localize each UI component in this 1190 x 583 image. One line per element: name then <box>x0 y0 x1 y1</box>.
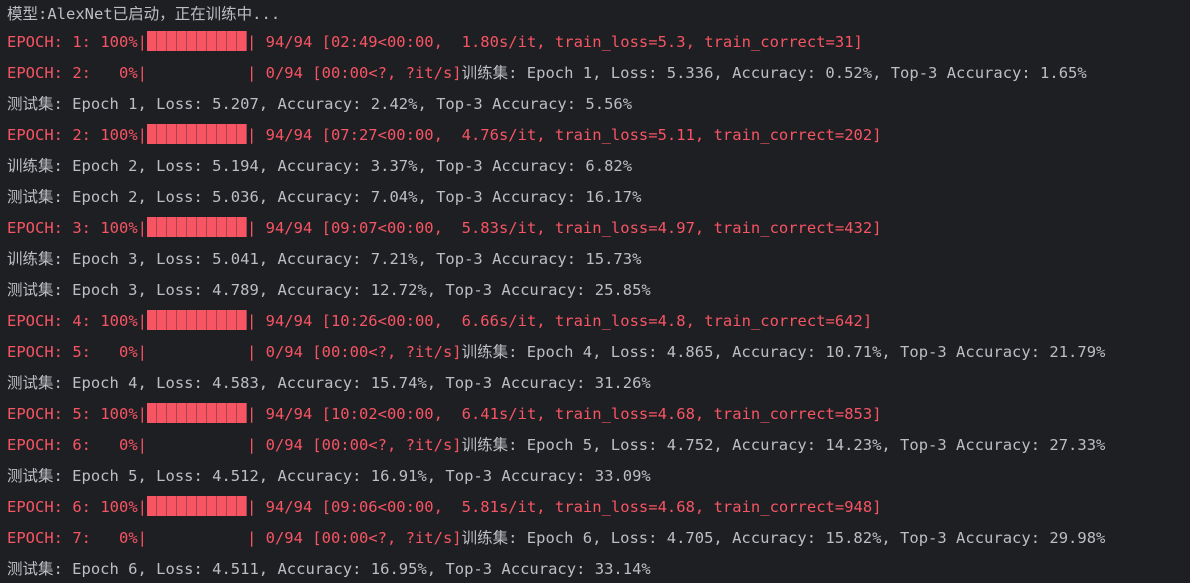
progress-prefix: EPOCH: 5: 100%| <box>7 405 147 423</box>
progress-bar <box>147 434 247 454</box>
progress-line: EPOCH: 5: 0%| | 0/94 [00:00<?, ?it/s]训练集:… <box>7 340 1190 371</box>
train-result-line: 训练集: Epoch 3, Loss: 5.041, Accuracy: 7.2… <box>7 250 642 268</box>
train-result-line: 训练集: Epoch 2, Loss: 5.194, Accuracy: 3.3… <box>7 157 633 175</box>
progress-line: EPOCH: 5: 100%| | 94/94 [10:02<00:00, 6.4… <box>7 402 1190 433</box>
progress-suffix: | 0/94 [00:00<?, ?it/s] <box>246 64 462 82</box>
test-result-line: 测试集: Epoch 1, Loss: 5.207, Accuracy: 2.4… <box>7 95 633 113</box>
progress-bar <box>146 31 247 51</box>
progress-suffix: | 94/94 [09:06<00:00, 5.81s/it, train_lo… <box>246 498 882 516</box>
progress-suffix: | 0/94 [00:00<?, ?it/s] <box>246 343 462 361</box>
progress-suffix: | 0/94 [00:00<?, ?it/s] <box>246 436 462 454</box>
progress-bar <box>147 62 247 82</box>
progress-bar <box>146 496 247 516</box>
train-result-text: 训练集: Epoch 6, Loss: 4.705, Accuracy: 15.… <box>461 529 1106 547</box>
progress-prefix: EPOCH: 5: 0%| <box>7 343 147 361</box>
test-result-line: 测试集: Epoch 3, Loss: 4.789, Accuracy: 12.… <box>7 281 651 299</box>
progress-suffix: | 94/94 [02:49<00:00, 1.80s/it, train_lo… <box>246 33 863 51</box>
train-result-text: 训练集: Epoch 4, Loss: 4.865, Accuracy: 10.… <box>461 343 1106 361</box>
progress-line: EPOCH: 6: 0%| | 0/94 [00:00<?, ?it/s]训练集:… <box>7 433 1190 464</box>
progress-bar <box>146 403 247 423</box>
progress-prefix: EPOCH: 4: 100%| <box>7 312 147 330</box>
progress-suffix: | 0/94 [00:00<?, ?it/s] <box>246 529 462 547</box>
test-result-line: 测试集: Epoch 2, Loss: 5.036, Accuracy: 7.0… <box>7 188 642 206</box>
progress-line: EPOCH: 6: 100%| | 94/94 [09:06<00:00, 5.8… <box>7 495 1190 526</box>
progress-bar <box>146 217 247 237</box>
progress-prefix: EPOCH: 6: 100%| <box>7 498 147 516</box>
train-result-text: 训练集: Epoch 5, Loss: 4.752, Accuracy: 14.… <box>461 436 1106 454</box>
progress-line: EPOCH: 2: 0%| | 0/94 [00:00<?, ?it/s]训练集:… <box>7 61 1190 92</box>
progress-bar <box>147 341 247 361</box>
progress-prefix: EPOCH: 1: 100%| <box>7 33 147 51</box>
test-result-line: 测试集: Epoch 4, Loss: 4.583, Accuracy: 15.… <box>7 374 651 392</box>
progress-suffix: | 94/94 [07:27<00:00, 4.76s/it, train_lo… <box>246 126 882 144</box>
progress-prefix: EPOCH: 2: 0%| <box>7 64 147 82</box>
train-result-text: 训练集: Epoch 1, Loss: 5.336, Accuracy: 0.5… <box>461 64 1087 82</box>
progress-prefix: EPOCH: 7: 0%| <box>7 529 147 547</box>
progress-prefix: EPOCH: 3: 100%| <box>7 219 147 237</box>
progress-prefix: EPOCH: 6: 0%| <box>7 436 147 454</box>
status-line: 模型:AlexNet已启动，正在训练中... <box>7 5 281 23</box>
progress-prefix: EPOCH: 2: 100%| <box>7 126 147 144</box>
progress-bar <box>146 310 247 330</box>
progress-bar <box>147 527 247 547</box>
progress-suffix: | 94/94 [10:26<00:00, 6.66s/it, train_lo… <box>246 312 873 330</box>
test-result-line: 测试集: Epoch 5, Loss: 4.512, Accuracy: 16.… <box>7 467 651 485</box>
progress-line: EPOCH: 2: 100%| | 94/94 [07:27<00:00, 4.7… <box>7 123 1190 154</box>
progress-line: EPOCH: 1: 100%| | 94/94 [02:49<00:00, 1.8… <box>7 30 1190 61</box>
progress-line: EPOCH: 3: 100%| | 94/94 [09:07<00:00, 5.8… <box>7 216 1190 247</box>
progress-line: EPOCH: 4: 100%| | 94/94 [10:26<00:00, 6.6… <box>7 309 1190 340</box>
progress-suffix: | 94/94 [09:07<00:00, 5.83s/it, train_lo… <box>246 219 882 237</box>
progress-line: EPOCH: 7: 0%| | 0/94 [00:00<?, ?it/s]训练集:… <box>7 526 1190 557</box>
test-result-line: 测试集: Epoch 6, Loss: 4.511, Accuracy: 16.… <box>7 560 651 578</box>
progress-bar <box>146 124 247 144</box>
progress-suffix: | 94/94 [10:02<00:00, 6.41s/it, train_lo… <box>246 405 882 423</box>
